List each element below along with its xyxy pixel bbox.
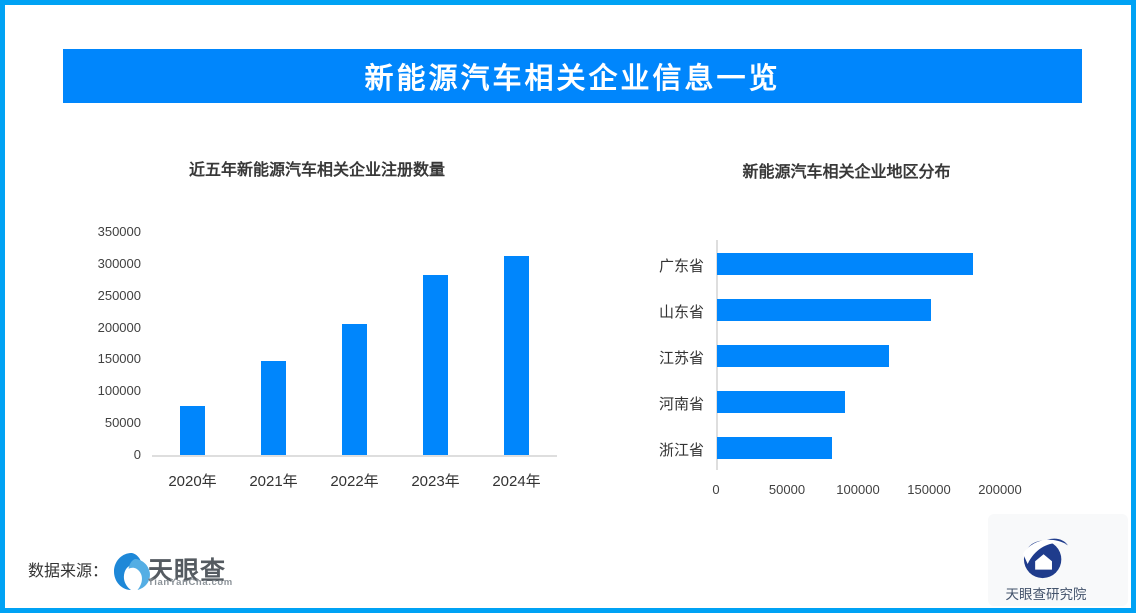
x-axis-category: 2024年 xyxy=(492,473,541,490)
research-institute-label: 天眼查研究院 xyxy=(1005,587,1087,602)
y-axis-tick: 300000 xyxy=(97,255,141,271)
y-axis-category: 江苏省 xyxy=(658,350,704,367)
x-axis-tick: 150000 xyxy=(907,482,951,497)
x-axis-tick: 100000 xyxy=(836,482,880,497)
right-chart-title: 新能源汽车相关企业地区分布 xyxy=(742,164,951,181)
x-axis-category: 2020年 xyxy=(168,473,217,490)
y-axis-category: 广东省 xyxy=(658,258,704,275)
bar-浙江省 xyxy=(717,437,832,459)
bar-2024年 xyxy=(504,256,529,455)
title-banner: 新能源汽车相关企业信息一览 xyxy=(63,49,1082,103)
bar-2021年 xyxy=(261,361,286,455)
y-axis-tick: 100000 xyxy=(97,383,141,399)
bar-2023年 xyxy=(423,275,448,455)
y-axis-tick: 350000 xyxy=(97,224,141,239)
y-axis-tick: 250000 xyxy=(97,287,141,303)
bar-河南省 xyxy=(717,391,845,413)
x-axis-tick: 200000 xyxy=(978,482,1022,497)
bar-广东省 xyxy=(717,253,973,275)
left-chart-title: 近五年新能源汽车相关企业注册数量 xyxy=(188,162,445,179)
y-axis-category: 浙江省 xyxy=(658,442,704,459)
tianyancha-logo-url: TianYanCha.com xyxy=(148,577,233,588)
data-source-label: 数据来源： xyxy=(28,563,109,580)
bar-江苏省 xyxy=(717,345,889,367)
research-institute-icon xyxy=(1023,538,1068,579)
bar-山东省 xyxy=(717,299,931,321)
x-axis-tick: 50000 xyxy=(768,482,806,497)
x-axis-category: 2021年 xyxy=(249,473,298,490)
y-axis-tick: 150000 xyxy=(97,351,141,367)
bar-2022年 xyxy=(342,324,367,455)
y-axis-tick: 50000 xyxy=(104,415,141,431)
x-axis-line xyxy=(152,455,557,457)
page-title: 新能源汽车相关企业信息一览 xyxy=(364,63,781,95)
y-axis-tick: 200000 xyxy=(97,319,141,335)
x-axis-category: 2022年 xyxy=(330,473,379,490)
y-axis-tick: 0 xyxy=(133,447,141,462)
x-axis-tick: 0 xyxy=(712,482,720,497)
bar-2020年 xyxy=(180,406,205,455)
tianyancha-logo-text: 天眼查 xyxy=(148,557,227,585)
y-axis-category: 山东省 xyxy=(658,304,704,321)
x-axis-category: 2023年 xyxy=(411,473,460,490)
tianyancha-swirl-icon xyxy=(114,553,150,590)
y-axis-category: 河南省 xyxy=(658,396,704,413)
